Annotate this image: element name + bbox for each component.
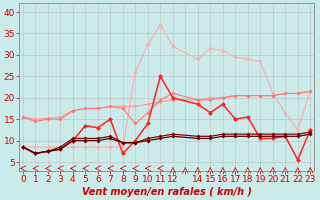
X-axis label: Vent moyen/en rafales ( km/h ): Vent moyen/en rafales ( km/h ) <box>82 187 252 197</box>
